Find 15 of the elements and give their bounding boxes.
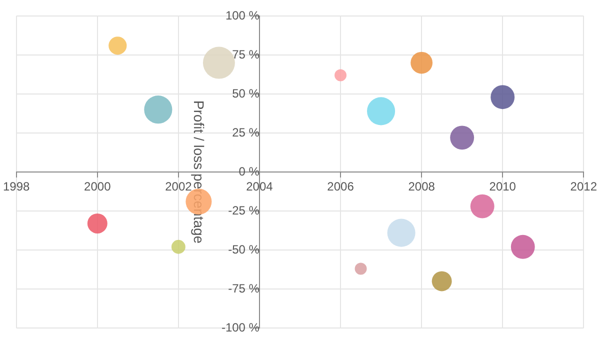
y-tick-label: 75 %	[232, 47, 260, 62]
y-tick-label: 25 %	[232, 125, 260, 140]
x-tick-label: 2002	[165, 180, 192, 194]
y-tick-label: 50 %	[232, 86, 260, 100]
x-tick-label: 2000	[84, 180, 112, 194]
x-tick-label: 1998	[2, 180, 30, 194]
x-tick-label: 2006	[327, 180, 354, 194]
y-tick-label: -75 %	[228, 281, 260, 296]
x-tick-label: 2008	[408, 180, 436, 194]
y-tick-label: -25 %	[228, 203, 260, 218]
y-tick-label: -100 %	[221, 320, 260, 334]
y-tick-label: -50 %	[228, 242, 260, 256]
y-tick-label: 100 %	[225, 8, 260, 22]
x-tick-label: 2010	[489, 180, 516, 194]
x-tick-label: 2012	[570, 180, 598, 194]
